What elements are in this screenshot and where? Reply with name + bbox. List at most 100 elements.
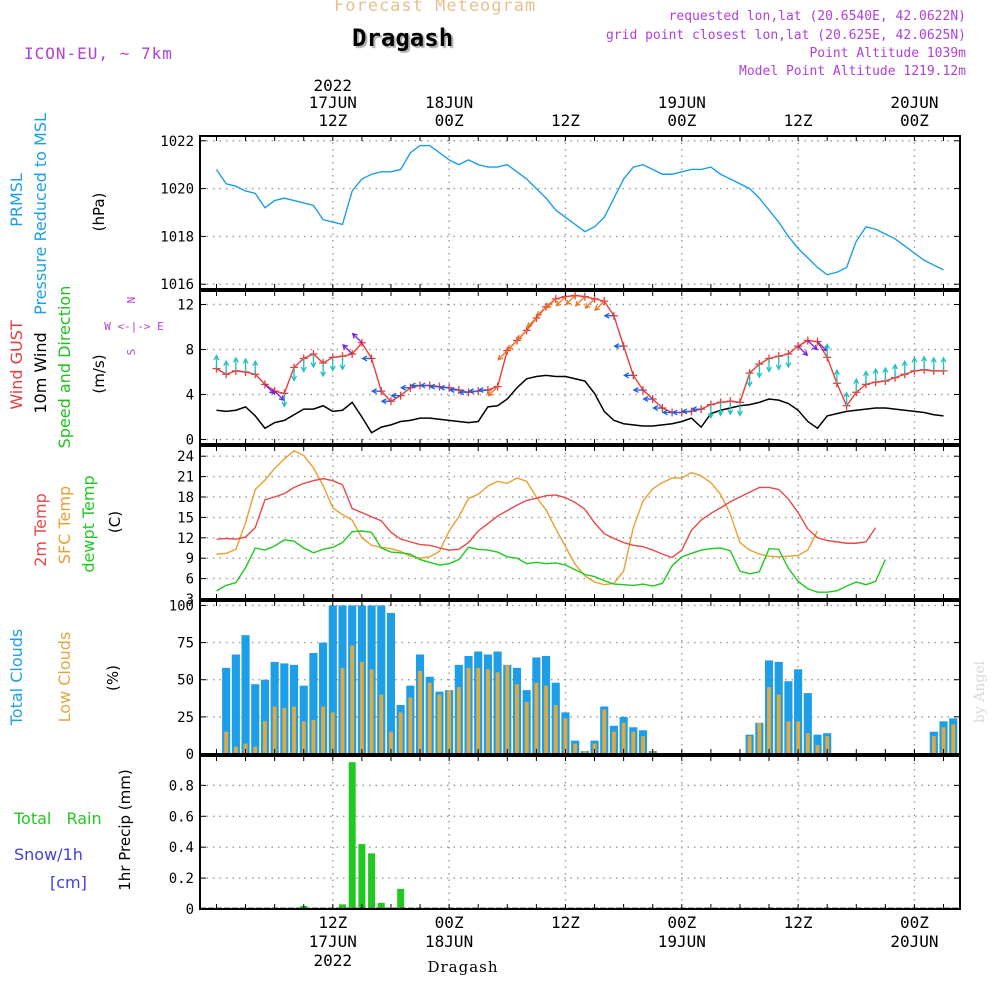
low-cloud-bar	[330, 712, 335, 754]
cloud-tick-label: 50	[177, 673, 194, 689]
total-cloud-bar	[794, 669, 803, 754]
gust-marker	[357, 338, 366, 347]
total-cloud-bar	[251, 684, 260, 754]
low-cloud-bar	[951, 724, 956, 754]
precip-ylabel: 1hr Precip (mm)	[116, 769, 134, 890]
time-label-bottom-year: 2022	[314, 951, 353, 970]
time-label-bottom-date: 18JUN	[425, 932, 473, 951]
wind-direction-arrow	[671, 409, 682, 416]
precip-tick-label: 0.8	[169, 778, 194, 794]
low-cloud-bar	[544, 685, 549, 754]
model-point-altitude: Model Point Altitude 1219.12m	[739, 64, 966, 79]
wind-direction-arrow	[872, 367, 879, 383]
pressure-tick-label: 1016	[160, 277, 194, 293]
low-cloud-bar	[292, 706, 296, 754]
watermark: by Angel	[972, 660, 988, 723]
low-cloud-bar	[427, 682, 432, 754]
wind-tick-label: 4	[186, 388, 194, 404]
total-cloud-bar	[299, 685, 308, 754]
total-cloud-bar	[377, 605, 386, 754]
wind-direction-arrow	[775, 356, 782, 371]
wind-direction-arrow	[310, 354, 317, 369]
precip-bar	[339, 904, 346, 909]
wind-direction-arrow	[642, 396, 653, 402]
wind-direction-arrow	[536, 306, 547, 317]
wind-direction-arrow	[545, 298, 557, 309]
low-cloud-bar	[263, 721, 267, 754]
low-cloud-bar	[815, 745, 820, 754]
low-cloud-bar	[456, 687, 461, 754]
pressure-tick-label: 1020	[160, 182, 194, 198]
low-cloud-bar	[253, 746, 258, 754]
wind-direction-arrow	[339, 356, 346, 371]
wind-direction-arrow	[930, 356, 937, 371]
wind-direction-arrow	[594, 300, 605, 312]
gust-marker	[532, 314, 541, 322]
wind-direction-arrow	[584, 298, 596, 309]
time-label-bottom-date: 19JUN	[658, 932, 706, 951]
wind-direction-arrow	[707, 404, 714, 419]
temp-tick-label: 3	[186, 592, 194, 608]
wind-direction-arrow	[458, 389, 469, 396]
time-label-top-date: 19JUN	[658, 93, 706, 112]
requested-coords: requested lon,lat (20.6540E, 42.0622N)	[668, 9, 966, 24]
time-label-bottom-hour: 00Z	[435, 913, 464, 932]
wind-direction-arrow	[223, 359, 230, 375]
wind-direction-arrow	[901, 359, 908, 375]
precip-bar	[368, 853, 376, 909]
footer-station: Dragash	[427, 958, 498, 976]
low-cloud-bar	[621, 722, 626, 754]
wind-direction-arrow	[717, 402, 724, 417]
time-label-top-hour: 00Z	[667, 111, 696, 130]
low-cloud-bar	[311, 719, 316, 754]
wind-ylabel-10m: 10m Wind	[31, 332, 50, 413]
wind-direction-arrow	[342, 343, 353, 355]
precip-tick-label: 0	[186, 902, 194, 918]
panel-frame	[199, 755, 961, 910]
temp-ylabel-sfc: SFC Temp	[55, 486, 74, 564]
wind-direction-arrow	[736, 402, 743, 417]
wind-direction-arrow	[690, 406, 702, 413]
temp-tick-label: 15	[177, 510, 194, 526]
pressure-line	[215, 144, 944, 276]
low-cloud-bar	[796, 721, 801, 754]
wind-direction-arrow	[526, 317, 537, 329]
low-cloud-bar	[573, 743, 578, 754]
cloud-tick-label: 100	[169, 598, 194, 614]
time-label-bottom-hour: 00Z	[667, 913, 696, 932]
temp-tick-label: 18	[177, 490, 194, 506]
panel-frame	[199, 445, 961, 600]
temp-tick-label: 6	[186, 572, 194, 588]
low-cloud-bar	[447, 690, 452, 754]
wind-direction-arrow	[329, 357, 336, 372]
wind-direction-arrow	[232, 356, 239, 371]
wind-direction-arrow	[467, 388, 479, 395]
wind-direction-arrow	[756, 364, 763, 379]
wind-direction-arrow	[213, 354, 220, 369]
total-cloud-bar	[260, 679, 270, 754]
wind-ylabel-unit: (m/s)	[90, 354, 108, 393]
time-label-top-hour: 12Z	[318, 111, 347, 130]
wind-direction-arrow	[516, 329, 528, 341]
precip-tick-label: 0.2	[169, 871, 194, 887]
wind-direction-arrow	[419, 382, 430, 389]
pressure-tick-label: 1018	[160, 229, 194, 245]
low-cloud-bar	[767, 687, 771, 754]
low-cloud-bar	[476, 667, 481, 754]
time-label-top-hour: 00Z	[435, 111, 464, 130]
low-cloud-bar	[389, 731, 393, 754]
time-label-top-year: 2022	[314, 76, 353, 95]
wind-direction-arrow	[911, 356, 918, 371]
panel-frame	[199, 290, 961, 445]
low-cloud-bar	[485, 669, 490, 754]
low-cloud-bar	[747, 736, 752, 754]
wind-direction-arrow	[574, 296, 586, 307]
precip-bar	[397, 888, 405, 909]
cloud-ylabel-total: Total Clouds	[7, 629, 26, 727]
grid-point-coords: grid point closest lon,lat (20.625E, 42.…	[605, 28, 966, 43]
low-cloud-bar	[359, 661, 364, 754]
forecast-meteogram-title: Forecast Meteogram	[334, 0, 537, 16]
wind-direction-arrow	[300, 358, 307, 373]
wind-direction-arrow	[882, 366, 889, 381]
gust-marker	[600, 297, 609, 306]
